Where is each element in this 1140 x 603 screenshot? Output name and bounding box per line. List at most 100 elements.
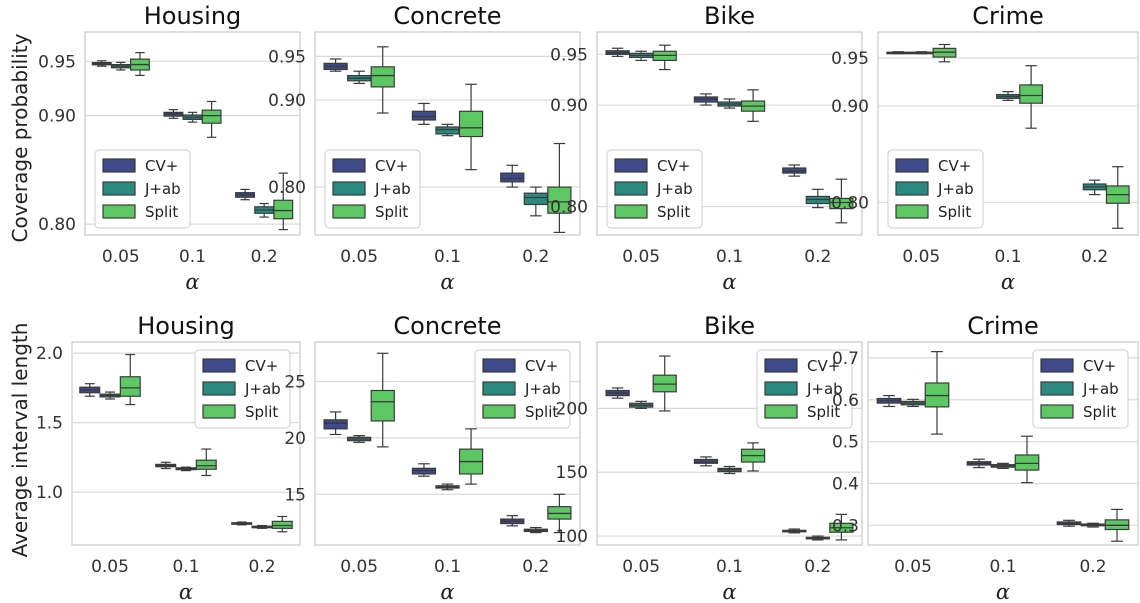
- y-tick-label: 20: [284, 429, 306, 449]
- legend-swatch: [614, 181, 648, 196]
- x-tick-label: 0.2: [1079, 557, 1106, 577]
- legend-label: Split: [375, 203, 408, 221]
- legend-swatch: [102, 158, 136, 173]
- legend-swatch: [764, 404, 798, 419]
- legend: CV+ J+ab Split: [194, 349, 291, 429]
- legend-swatch: [482, 358, 516, 373]
- box-cvplus: [500, 172, 525, 183]
- chart-title: Concrete: [393, 312, 501, 340]
- legend-label: J+ab: [524, 380, 561, 398]
- chart-panel: 0.80 0.90 0.95 0.05 0.1 0.2 Housing α CV+ J+ab Spl…: [38, 2, 301, 294]
- y-tick-label: 0.80: [550, 198, 588, 218]
- legend-swatch: [202, 404, 236, 419]
- box-cvplus: [323, 419, 348, 430]
- legend-swatch: [482, 381, 516, 396]
- y-tick-label: 200: [556, 399, 588, 419]
- chart-panel: 100 150 200 0.05 0.1 0.2 Bike α CV+ J+ab Split: [556, 312, 863, 603]
- legend-label: CV+: [1083, 357, 1116, 375]
- box-jplusab: [523, 192, 548, 206]
- x-axis-label: α: [179, 580, 193, 603]
- y-tick-label: 0.95: [831, 49, 869, 69]
- x-tick-label: 0.1: [434, 557, 461, 577]
- x-tick-label: 0.1: [989, 557, 1016, 577]
- legend-label: J+ab: [937, 180, 974, 198]
- legend-label: J+ab: [656, 180, 693, 198]
- legend: CV+ J+ab Split: [887, 149, 984, 229]
- y-tick-label: 0.6: [832, 391, 859, 411]
- box-split: [273, 199, 294, 220]
- x-axis-label: α: [722, 270, 736, 294]
- x-tick-label: 0.1: [172, 557, 199, 577]
- x-axis-label: α: [722, 580, 736, 603]
- legend-label: Split: [525, 403, 558, 421]
- chart-title: Concrete: [393, 2, 501, 30]
- box-split: [119, 376, 141, 397]
- x-tick-label: 0.2: [251, 247, 278, 267]
- x-tick-label: 0.05: [340, 557, 378, 577]
- chart-panel: 0.80 0.90 0.95 0.05 0.1 0.2 Bike α CV+ J+ab Split: [550, 2, 863, 294]
- x-axis-label: α: [996, 580, 1010, 603]
- x-tick-label: 0.2: [1081, 247, 1108, 267]
- box-split: [370, 389, 395, 422]
- chart-panel: 1.0 1.5 2.0 0.05 0.1 0.2 Housing α CV+ J+ab Split: [36, 312, 301, 603]
- legend-swatch: [102, 204, 136, 219]
- legend-label: Split: [1083, 403, 1116, 421]
- y-tick-label: 0.90: [831, 97, 869, 117]
- chart-title: Bike: [704, 2, 755, 30]
- legend-label: Split: [938, 203, 971, 221]
- x-axis-label: α: [185, 270, 199, 294]
- legend-swatch: [1040, 381, 1074, 396]
- y-tick-label: 0.80: [38, 215, 76, 235]
- legend-label: J+ab: [244, 380, 281, 398]
- legend-label: CV+: [525, 357, 558, 375]
- x-tick-label: 0.05: [622, 557, 660, 577]
- legend-label: J+ab: [374, 180, 411, 198]
- box-split: [370, 66, 395, 88]
- box-split: [829, 197, 854, 210]
- legend-swatch: [482, 404, 516, 419]
- legend-swatch: [614, 204, 648, 219]
- row-ylabel-interval-length: Average interval length: [8, 323, 32, 558]
- legend: CV+ J+ab Split: [756, 349, 853, 429]
- y-tick-label: 0.3: [832, 516, 859, 536]
- legend-swatch: [332, 181, 366, 196]
- legend: CV+ J+ab Split: [1032, 349, 1129, 429]
- legend: CV+ J+ab Split: [474, 349, 571, 429]
- legend-label: CV+: [375, 157, 408, 175]
- x-tick-label: 0.05: [894, 557, 932, 577]
- legend-label: Split: [807, 403, 840, 421]
- legend: CV+ J+ab Split: [94, 149, 191, 229]
- x-axis-label: α: [440, 580, 454, 603]
- y-tick-label: 25: [284, 372, 306, 392]
- legend-label: Split: [657, 203, 690, 221]
- legend: CV+ J+ab Split: [324, 149, 421, 229]
- x-tick-label: 0.05: [102, 247, 140, 267]
- legend-swatch: [332, 204, 366, 219]
- box-split: [195, 459, 217, 470]
- legend-swatch: [895, 158, 929, 173]
- x-tick-label: 0.2: [522, 557, 549, 577]
- legend-label: CV+: [145, 157, 178, 175]
- y-tick-label: 1.0: [36, 483, 63, 503]
- y-tick-label: 0.80: [268, 178, 306, 198]
- legend-swatch: [764, 358, 798, 373]
- x-tick-label: 0.05: [622, 247, 660, 267]
- x-tick-label: 0.05: [91, 557, 129, 577]
- x-tick-label: 0.2: [248, 557, 275, 577]
- y-tick-label: 0.5: [832, 433, 859, 453]
- y-tick-label: 0.90: [550, 96, 588, 116]
- legend-label: Split: [145, 203, 178, 221]
- y-tick-label: 100: [556, 527, 588, 547]
- legend-swatch: [202, 381, 236, 396]
- x-tick-label: 0.1: [434, 247, 461, 267]
- x-tick-label: 0.1: [179, 247, 206, 267]
- y-tick-label: 0.95: [268, 47, 306, 67]
- legend-label: J+ab: [144, 180, 181, 198]
- legend-swatch: [102, 181, 136, 196]
- x-tick-label: 0.1: [994, 247, 1021, 267]
- x-tick-label: 0.2: [804, 247, 831, 267]
- legend-swatch: [895, 181, 929, 196]
- chart-title: Bike: [704, 312, 755, 340]
- chart-title: Crime: [967, 312, 1038, 340]
- x-tick-label: 0.2: [804, 557, 831, 577]
